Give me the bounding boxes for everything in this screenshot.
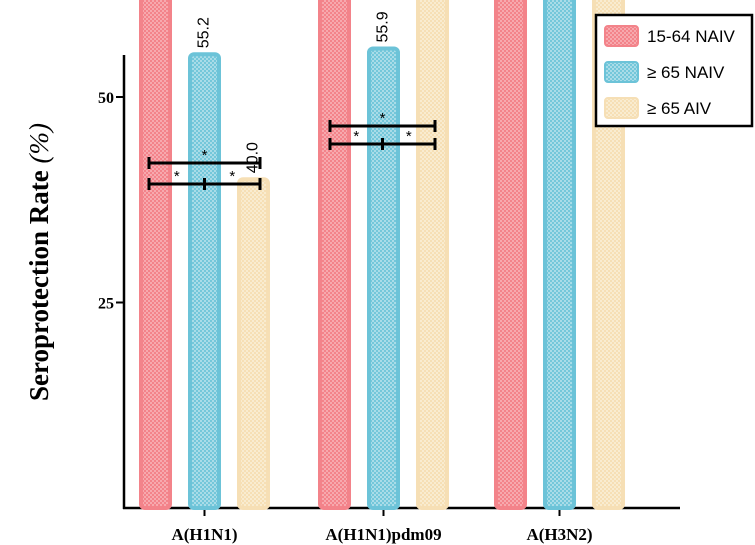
legend-swatch <box>604 25 639 47</box>
significance-bracket: * * * <box>147 147 262 190</box>
significance-bracket: * * * <box>328 110 437 150</box>
legend: 15-64 NAIV ≥ 65 NAIV ≥ 65 AIV <box>594 13 754 128</box>
y-axis-title: Seroprotection Rate (%) <box>24 123 54 401</box>
legend-label: ≥ 65 AIV <box>647 99 712 118</box>
x-tick-label: A(H1N1)pdm09 <box>325 525 441 544</box>
bar-A(H1N1)pdm09-series-1 <box>367 46 400 510</box>
significance-brackets: * * * * * * <box>147 110 437 190</box>
legend-label: ≥ 65 NAIV <box>647 63 725 82</box>
significance-star: * <box>406 128 412 145</box>
bar-A(H3N2)-series-0 <box>494 0 527 510</box>
x-tick-label: A(H3N2) <box>526 525 592 544</box>
x-tick-label: A(H1N1) <box>171 525 237 544</box>
y-tick-label: 25 <box>98 296 114 313</box>
bar-A(H1N1)-series-2 <box>237 177 270 510</box>
significance-star: * <box>353 128 359 145</box>
bar-A(H1N1)-series-0 <box>139 0 172 510</box>
significance-star: * <box>174 168 180 185</box>
significance-star: * <box>380 110 386 127</box>
bar-A(H1N1)pdm09-series-2 <box>416 0 449 510</box>
data-label: 55.2 <box>196 17 213 48</box>
bar-A(H1N1)-series-1 <box>188 52 221 510</box>
legend-swatch <box>604 61 639 83</box>
legend-label: 15-64 NAIV <box>647 27 736 46</box>
data-label: 40.0 <box>245 142 262 173</box>
legend-swatch <box>604 97 639 119</box>
bar-A(H1N1)pdm09-series-0 <box>318 0 351 510</box>
y-tick-label: 50 <box>98 90 114 107</box>
data-label: 55.9 <box>375 11 392 42</box>
bar-A(H3N2)-series-1 <box>543 0 576 510</box>
significance-star: * <box>202 147 208 164</box>
significance-star: * <box>229 168 235 185</box>
bars: 62.973.776.255.255.977.940.067.875.7 <box>139 0 625 510</box>
